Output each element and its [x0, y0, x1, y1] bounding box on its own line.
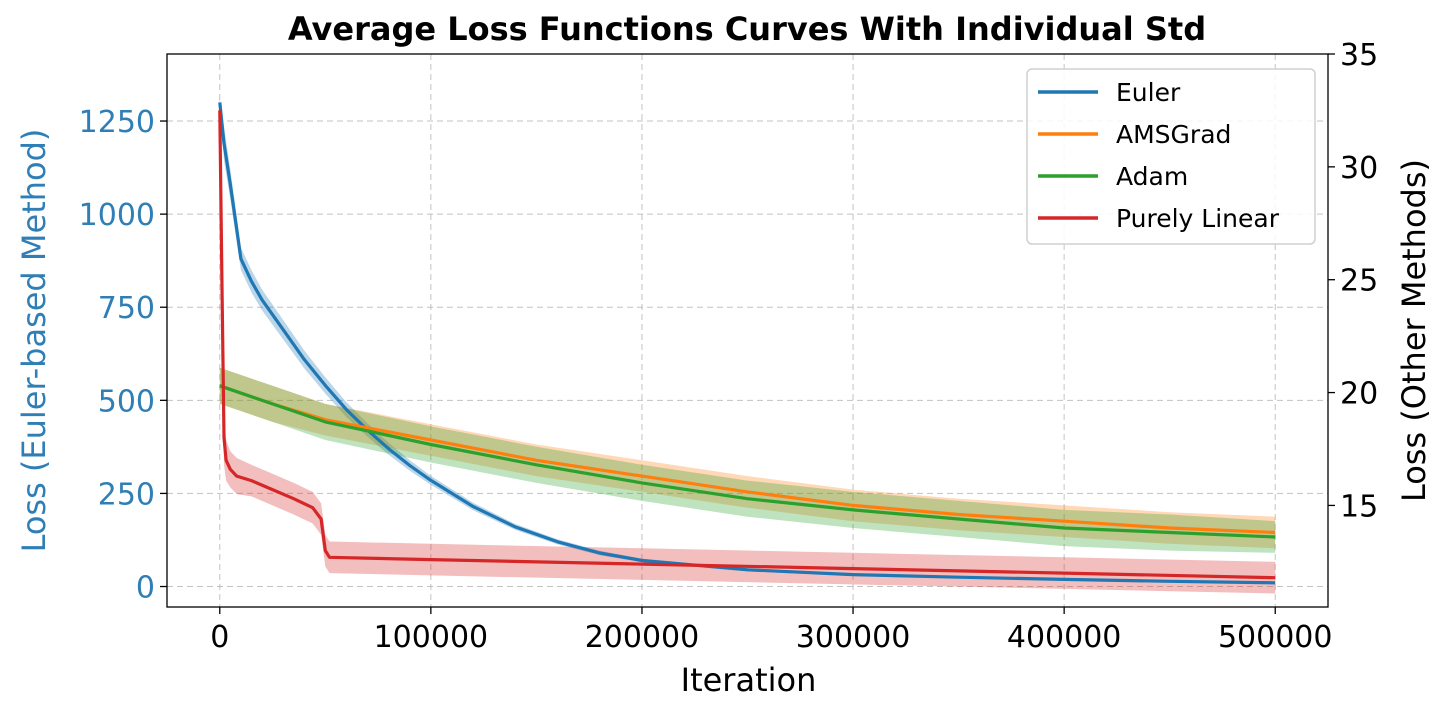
legend-label-adam: Adam	[1116, 162, 1188, 191]
y-left-tick-label: 1000	[79, 198, 155, 233]
series-lines	[218, 102, 1276, 585]
legend: Euler AMSGrad Adam Purely Linear	[1026, 68, 1316, 245]
legend-label-amsgrad: AMSGrad	[1116, 120, 1231, 149]
y-left-tick-label: 500	[98, 384, 155, 419]
series-line-purely-linear	[218, 110, 1276, 580]
y-right-tick-label: 15	[1340, 489, 1378, 524]
std-band-amsgrad	[219, 367, 1276, 549]
series-line-euler	[218, 102, 1276, 585]
y-axis-label-right: Loss (Other Methods)	[1395, 159, 1433, 502]
legend-box	[1026, 68, 1316, 245]
y-left-tick-label: 250	[98, 477, 155, 512]
y-right-tick-label: 35	[1340, 38, 1378, 73]
x-tick-label: 400000	[1007, 620, 1122, 655]
series-line-adam	[219, 384, 1276, 539]
x-tick-label: 200000	[585, 620, 700, 655]
axis-ticks: 0 100000 200000 300000 400000 500000 0 250 500 75…	[79, 38, 1379, 655]
y-right-tick-label: 30	[1340, 151, 1378, 186]
std-band-adam	[219, 367, 1276, 553]
x-tick-label: 100000	[374, 620, 489, 655]
y-right-tick-label: 20	[1340, 377, 1378, 412]
legend-label-euler: Euler	[1116, 78, 1181, 107]
y-left-tick-label: 750	[98, 291, 155, 326]
y-axis-label-left: Loss (Euler-based Method)	[15, 129, 53, 553]
series-line-amsgrad	[219, 384, 1276, 535]
y-left-tick-label: 0	[136, 571, 155, 606]
legend-label-purely-linear: Purely Linear	[1116, 204, 1280, 233]
chart-title: Average Loss Functions Curves With Indiv…	[288, 10, 1206, 48]
x-tick-label: 0	[210, 620, 229, 655]
x-axis-label: Iteration	[681, 661, 817, 699]
y-right-tick-label: 25	[1340, 264, 1378, 299]
x-tick-label: 300000	[796, 620, 911, 655]
x-tick-label: 500000	[1218, 620, 1333, 655]
y-left-tick-label: 1250	[79, 105, 155, 140]
plot-frame	[166, 53, 1329, 608]
